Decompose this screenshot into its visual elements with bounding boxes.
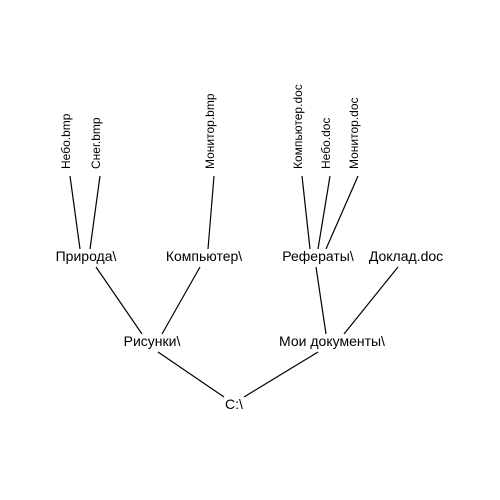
node-risunki: Рисунки\ [124,333,181,349]
edge-risunki-komp [162,267,200,334]
edge-priroda-sneg_bmp [90,176,100,249]
node-priroda: Природа\ [56,248,117,264]
node-sneg_bmp: Снег.bmp [89,117,103,169]
node-nebo_bmp: Небо.bmp [59,113,73,169]
node-monitor_bmp: Монитор.bmp [203,93,217,169]
edge-referaty-nebo_doc [318,176,330,249]
node-monitor_doc: Монитор.doc [347,97,361,169]
tree-nodes: С:\ Рисунки\ Мои документы\ Природа\ Компьют… [56,84,444,412]
node-nebo_doc: Небо.doc [319,118,333,169]
edge-moidok-doklad [344,267,398,334]
edge-root-moidok [244,352,318,397]
edge-referaty-monitor_doc [326,176,358,249]
filesystem-tree-diagram: С:\ Рисунки\ Мои документы\ Природа\ Компьют… [0,0,500,500]
edge-referaty-komp_doc [302,176,310,249]
node-referaty: Рефераты\ [282,248,354,264]
tree-edges [70,176,398,397]
node-root: С:\ [225,396,243,412]
node-moidok: Мои документы\ [279,333,385,349]
node-komp: Компьютер\ [166,248,242,264]
edge-komp-monitor_bmp [208,176,214,249]
edge-priroda-nebo_bmp [70,176,80,249]
edge-moidok-referaty [316,267,326,334]
node-komp_doc: Компьютер.doc [291,84,305,169]
node-doklad: Доклад.doc [369,248,443,264]
edge-root-risunki [158,352,224,397]
edge-risunki-priroda [96,267,142,334]
